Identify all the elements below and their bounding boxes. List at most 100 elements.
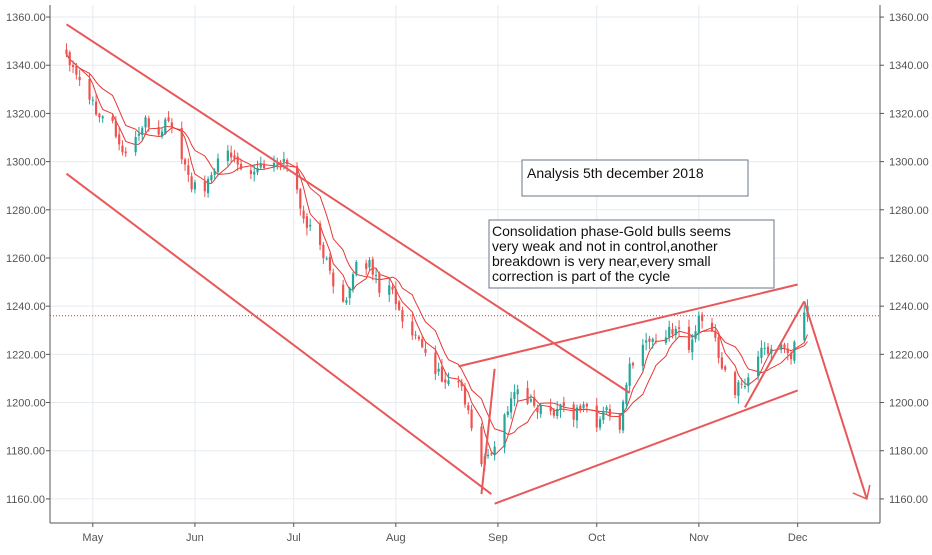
candle-up [770,348,773,354]
candle-down [318,223,322,245]
y-tick-label-right: 1160.00 [889,494,928,506]
candle-up [144,117,147,128]
y-tick-label-left: 1300.00 [6,157,46,169]
trendline [65,23,631,394]
candle-down [552,409,556,416]
candle-down [167,117,170,122]
candle-up [516,389,519,395]
candle-down [230,152,233,158]
candle-down [526,388,529,404]
trendline [480,368,496,495]
candle-up [694,331,697,340]
candle-down [236,156,239,165]
candle-down [88,79,91,100]
candle-down [322,244,325,259]
candle-up [259,164,262,168]
candle-up [506,411,509,415]
candle-up [486,454,490,457]
candle-up [793,341,796,361]
candle-down [249,170,253,175]
candle-down [687,326,691,350]
candle-down [302,210,305,219]
candle-up [351,274,355,290]
candle-up [226,150,229,161]
candle-down [618,414,621,430]
candle-down [398,301,401,310]
candle-up [216,158,220,173]
y-tick-label-right: 1360.00 [889,12,929,24]
candle-up [529,399,532,402]
candle-down [562,402,565,407]
candle-up [348,287,351,299]
candle-up [760,347,763,358]
candle-up [437,368,440,372]
candle-down [460,382,463,387]
projection-arrowhead [852,484,871,500]
candle-up [309,224,312,227]
candle-up [628,363,631,386]
candle-up [141,128,144,135]
candle-down [71,64,75,68]
candle-down [121,145,124,153]
candle-down [68,52,71,66]
candle-down [440,366,444,382]
candle-up [645,340,648,343]
y-tick-label-right: 1280.00 [889,205,929,217]
candle-down [124,151,127,154]
candle-down [394,288,397,304]
y-tick-label-right: 1180.00 [889,446,928,458]
candle-up [803,312,806,340]
candle-up [447,380,450,384]
candle-up [559,404,562,410]
candle-down [411,321,414,336]
candle-down [789,353,793,360]
y-tick-label-left: 1240.00 [6,301,46,313]
candle-down [98,113,101,118]
y-tick-label-right: 1300.00 [889,157,929,169]
y-tick-label-right: 1220.00 [889,349,929,361]
x-tick-label: Dec [788,532,808,544]
annotation-commentary-line: correction is part of the cycle [492,268,670,284]
candle-up [674,328,677,336]
candle-down [295,166,299,190]
candle-down [239,163,243,170]
candle-up [737,382,740,396]
candle-up [556,409,559,417]
candle-down [549,406,552,412]
candle-down [305,216,309,228]
candle-down [170,122,173,127]
candles [65,43,809,472]
candle-up [513,392,516,400]
y-tick-label-right: 1240.00 [889,301,929,313]
annotations: Analysis 5th december 2018 Consolidation … [488,159,775,289]
candle-up [164,119,167,134]
candle-up [602,411,605,420]
annotation-commentary-line: very weak and not in control,another [492,238,718,254]
candle-down [490,453,493,455]
candle-down [536,407,539,413]
x-tick-label: Aug [386,532,406,544]
candle-up [763,347,766,349]
trendline [458,283,798,368]
annotation-commentary-line: Consolidation phase-Gold bulls seems [492,223,731,239]
candle-up [757,356,760,377]
candle-up [493,446,496,454]
moving-averages [66,53,808,456]
candle-up [213,171,216,175]
candle-down [608,408,612,416]
candle-up [668,326,671,338]
candle-down [740,383,743,385]
y-tick-label-right: 1260.00 [889,253,929,265]
candle-up [137,133,141,136]
candle-up [282,158,285,162]
candle-down [365,263,368,269]
annotation-box-date [521,159,749,197]
candle-up [345,300,348,303]
candle-up [374,275,378,277]
candle-down [114,120,117,137]
candle-up [605,407,608,411]
candle-down [391,286,394,290]
candle-down [203,181,206,192]
candle-down [786,348,789,354]
